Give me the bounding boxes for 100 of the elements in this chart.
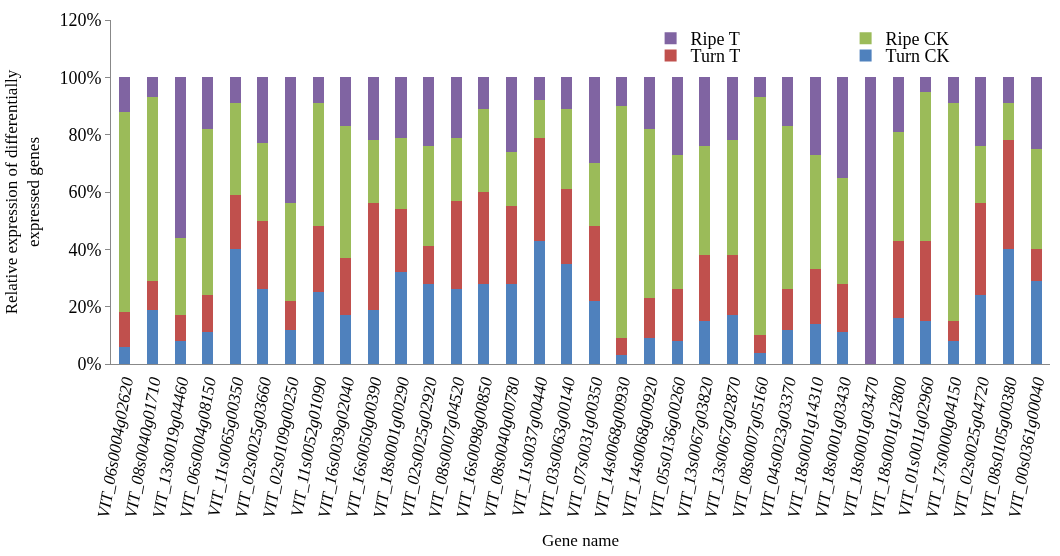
bar [174,341,186,364]
bar [202,77,214,129]
bar [726,315,738,364]
bar [671,154,683,290]
bar [892,131,904,241]
bar [588,300,600,364]
bar [119,77,131,112]
bar [837,77,849,178]
bar [505,283,517,364]
bar [395,272,407,364]
bar [257,143,269,221]
bar [809,154,821,270]
bar [809,269,821,324]
bar [312,103,324,227]
bar [146,280,158,310]
bar [423,246,435,284]
bar [119,111,131,313]
bar [450,289,462,364]
bar [561,189,573,264]
bar [588,77,600,164]
bar [644,338,656,364]
bar [726,255,738,316]
bar [146,309,158,364]
bar [1030,77,1042,149]
bar [588,163,600,227]
bar [229,103,241,195]
bar [699,146,711,256]
bar [671,289,683,342]
bar [616,106,628,339]
bar [644,77,656,129]
bar [505,77,517,152]
bar [1003,77,1015,104]
bar [616,355,628,364]
bar [202,332,214,364]
y-tick-label: 40% [68,239,102,260]
bar [1003,140,1015,250]
bar [340,126,352,258]
bar [284,300,297,330]
bar [947,103,959,321]
bar [450,200,462,290]
bar [947,341,959,364]
bar [146,97,158,281]
y-tick-label: 60% [68,182,102,203]
bar [561,108,573,190]
bar [202,295,214,333]
bar [864,77,877,364]
bar [423,283,435,364]
bar [119,346,131,364]
bar [1030,249,1042,281]
bar [975,295,987,364]
y-tick-label: 80% [68,124,102,145]
bar [423,77,435,147]
y-tick-label: 100% [59,67,102,88]
bar [975,146,987,204]
bar [423,146,435,247]
y-tick-label: 20% [68,296,102,317]
bar [229,77,241,104]
bar [561,77,573,109]
bar [947,321,959,342]
bar [754,77,766,98]
bar [947,77,959,104]
bar [533,137,545,241]
bar [395,209,407,273]
bar [119,312,131,347]
bar [340,315,352,364]
bar [174,315,186,342]
bar [367,77,379,141]
bar [920,240,932,321]
bar [782,289,794,330]
bar [809,77,821,155]
bar [202,128,214,296]
bar [395,77,407,138]
bar [699,321,711,364]
bar [561,263,573,364]
bar [340,257,352,316]
bar [257,289,269,364]
bar [395,137,407,210]
bar [1003,103,1015,141]
bar [699,255,711,321]
bar [644,298,656,339]
bar [892,77,904,132]
bar [229,249,241,364]
bar [450,137,462,201]
bar [450,77,462,138]
bar [837,177,849,284]
bar [533,240,545,364]
bar [174,237,186,316]
y-tick-label: 0% [77,354,102,375]
bar [478,192,490,284]
bar [616,338,628,356]
bar [505,151,517,207]
bar [229,194,241,250]
bar [478,283,490,364]
bar [920,91,932,241]
bar [782,329,794,364]
y-axis-title: Relative expression of differentially expressed genes [1,69,43,315]
bar [726,77,738,141]
bar [505,206,517,284]
bar [367,309,379,364]
y-tick-label: 120% [59,10,102,31]
